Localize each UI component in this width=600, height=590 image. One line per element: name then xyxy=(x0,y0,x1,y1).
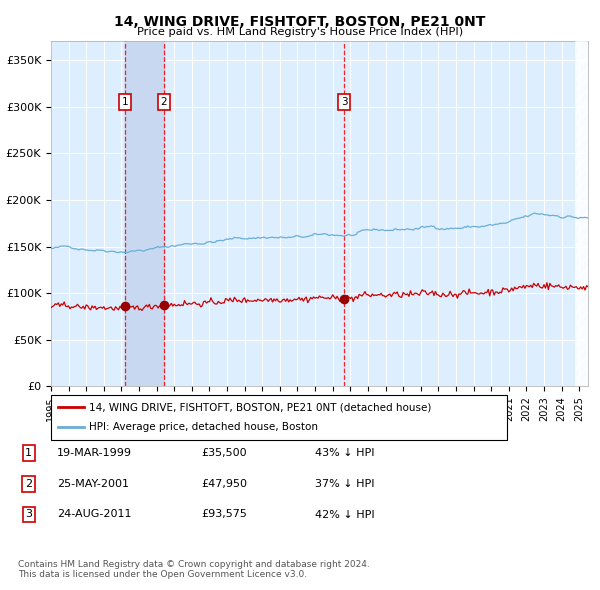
Text: 42% ↓ HPI: 42% ↓ HPI xyxy=(315,510,374,519)
Text: Contains HM Land Registry data © Crown copyright and database right 2024.
This d: Contains HM Land Registry data © Crown c… xyxy=(18,560,370,579)
Text: HPI: Average price, detached house, Boston: HPI: Average price, detached house, Bost… xyxy=(89,422,318,432)
Text: 43% ↓ HPI: 43% ↓ HPI xyxy=(315,448,374,458)
Text: 2: 2 xyxy=(160,97,167,107)
Text: 19-MAR-1999: 19-MAR-1999 xyxy=(57,448,132,458)
Text: £93,575: £93,575 xyxy=(201,510,247,519)
Text: Price paid vs. HM Land Registry's House Price Index (HPI): Price paid vs. HM Land Registry's House … xyxy=(137,27,463,37)
Text: 2: 2 xyxy=(25,479,32,489)
Bar xyxy=(125,41,164,386)
Text: £35,500: £35,500 xyxy=(201,448,247,458)
Text: 3: 3 xyxy=(341,97,347,107)
Bar xyxy=(575,41,588,386)
Text: 14, WING DRIVE, FISHTOFT, BOSTON, PE21 0NT (detached house): 14, WING DRIVE, FISHTOFT, BOSTON, PE21 0… xyxy=(89,402,431,412)
Text: 1: 1 xyxy=(122,97,128,107)
Text: 1: 1 xyxy=(25,448,32,458)
Text: 25-MAY-2001: 25-MAY-2001 xyxy=(57,479,129,489)
Text: £47,950: £47,950 xyxy=(201,479,247,489)
Text: 24-AUG-2011: 24-AUG-2011 xyxy=(57,510,131,519)
Text: 14, WING DRIVE, FISHTOFT, BOSTON, PE21 0NT: 14, WING DRIVE, FISHTOFT, BOSTON, PE21 0… xyxy=(115,15,485,29)
Text: 37% ↓ HPI: 37% ↓ HPI xyxy=(315,479,374,489)
Text: 3: 3 xyxy=(25,510,32,519)
